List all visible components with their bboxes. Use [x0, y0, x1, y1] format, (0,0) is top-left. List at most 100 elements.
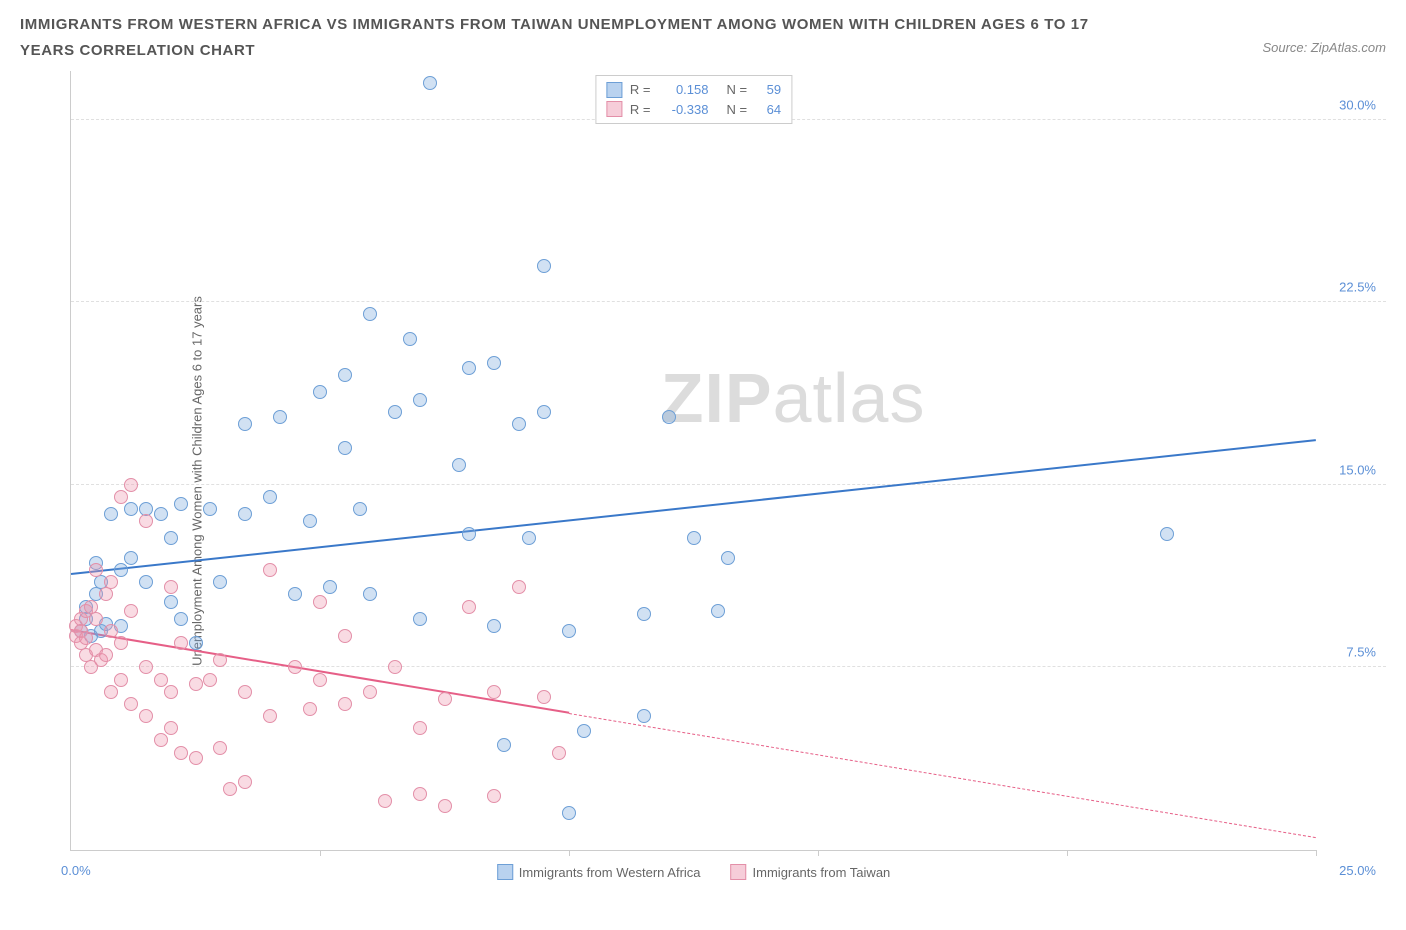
- data-point: [313, 673, 327, 687]
- data-point: [363, 587, 377, 601]
- data-point: [263, 563, 277, 577]
- plot-area: ZIPatlas R =0.158N =59R =-0.338N =64 0.0…: [70, 71, 1316, 851]
- data-point: [537, 259, 551, 273]
- x-tick: [818, 850, 819, 856]
- y-tick-label: 15.0%: [1339, 462, 1376, 477]
- data-point: [154, 673, 168, 687]
- data-point: [238, 775, 252, 789]
- data-point: [99, 587, 113, 601]
- x-tick: [1316, 850, 1317, 856]
- legend-n-value: 59: [755, 80, 781, 100]
- data-point: [174, 497, 188, 511]
- chart-container: Unemployment Among Women with Children A…: [60, 71, 1386, 891]
- data-point: [303, 514, 317, 528]
- data-point: [487, 789, 501, 803]
- data-point: [363, 307, 377, 321]
- legend-n-label: N =: [727, 100, 748, 120]
- data-point: [338, 629, 352, 643]
- data-point: [223, 782, 237, 796]
- data-point: [164, 685, 178, 699]
- data-point: [238, 417, 252, 431]
- data-point: [363, 685, 377, 699]
- data-point: [338, 441, 352, 455]
- data-point: [114, 636, 128, 650]
- data-point: [403, 332, 417, 346]
- gridline: [71, 301, 1386, 302]
- data-point: [388, 405, 402, 419]
- data-point: [388, 660, 402, 674]
- data-point: [213, 741, 227, 755]
- correlation-legend: R =0.158N =59R =-0.338N =64: [595, 75, 792, 124]
- data-point: [462, 361, 476, 375]
- data-point: [313, 595, 327, 609]
- data-point: [552, 746, 566, 760]
- data-point: [413, 393, 427, 407]
- data-point: [124, 478, 138, 492]
- x-tick: [320, 850, 321, 856]
- data-point: [189, 677, 203, 691]
- data-point: [104, 575, 118, 589]
- data-point: [313, 385, 327, 399]
- trend-line-extrapolated: [569, 713, 1316, 838]
- data-point: [139, 709, 153, 723]
- x-tick: [1067, 850, 1068, 856]
- legend-n-label: N =: [727, 80, 748, 100]
- data-point: [238, 507, 252, 521]
- data-point: [413, 787, 427, 801]
- data-point: [487, 619, 501, 633]
- data-point: [213, 653, 227, 667]
- data-point: [537, 405, 551, 419]
- data-point: [338, 697, 352, 711]
- data-point: [522, 531, 536, 545]
- data-point: [537, 690, 551, 704]
- data-point: [139, 660, 153, 674]
- data-point: [687, 531, 701, 545]
- data-point: [164, 721, 178, 735]
- watermark: ZIPatlas: [661, 358, 926, 438]
- data-point: [203, 673, 217, 687]
- data-point: [89, 612, 103, 626]
- data-point: [114, 673, 128, 687]
- data-point: [124, 551, 138, 565]
- data-point: [89, 563, 103, 577]
- data-point: [577, 724, 591, 738]
- data-point: [413, 612, 427, 626]
- legend-r-label: R =: [630, 100, 651, 120]
- data-point: [323, 580, 337, 594]
- data-point: [711, 604, 725, 618]
- legend-row: R =0.158N =59: [606, 80, 781, 100]
- data-point: [154, 733, 168, 747]
- series-legend-item: Immigrants from Western Africa: [497, 864, 701, 880]
- data-point: [1160, 527, 1174, 541]
- data-point: [79, 631, 93, 645]
- series-name: Immigrants from Taiwan: [753, 865, 891, 880]
- data-point: [423, 76, 437, 90]
- series-name: Immigrants from Western Africa: [519, 865, 701, 880]
- legend-row: R =-0.338N =64: [606, 100, 781, 120]
- data-point: [378, 794, 392, 808]
- y-tick-label: 7.5%: [1346, 645, 1376, 660]
- data-point: [114, 490, 128, 504]
- gridline: [71, 666, 1386, 667]
- data-point: [662, 410, 676, 424]
- data-point: [104, 685, 118, 699]
- y-tick-label: 30.0%: [1339, 97, 1376, 112]
- data-point: [238, 685, 252, 699]
- x-origin-label: 0.0%: [61, 863, 91, 878]
- data-point: [203, 502, 217, 516]
- data-point: [288, 660, 302, 674]
- data-point: [562, 806, 576, 820]
- data-point: [263, 490, 277, 504]
- series-legend: Immigrants from Western Africa Immigrants…: [497, 864, 891, 880]
- data-point: [174, 636, 188, 650]
- data-point: [512, 417, 526, 431]
- data-point: [124, 697, 138, 711]
- legend-r-value: -0.338: [659, 100, 709, 120]
- data-point: [189, 636, 203, 650]
- data-point: [174, 612, 188, 626]
- data-point: [438, 692, 452, 706]
- y-tick-label: 22.5%: [1339, 280, 1376, 295]
- data-point: [104, 624, 118, 638]
- data-point: [338, 368, 352, 382]
- data-point: [164, 595, 178, 609]
